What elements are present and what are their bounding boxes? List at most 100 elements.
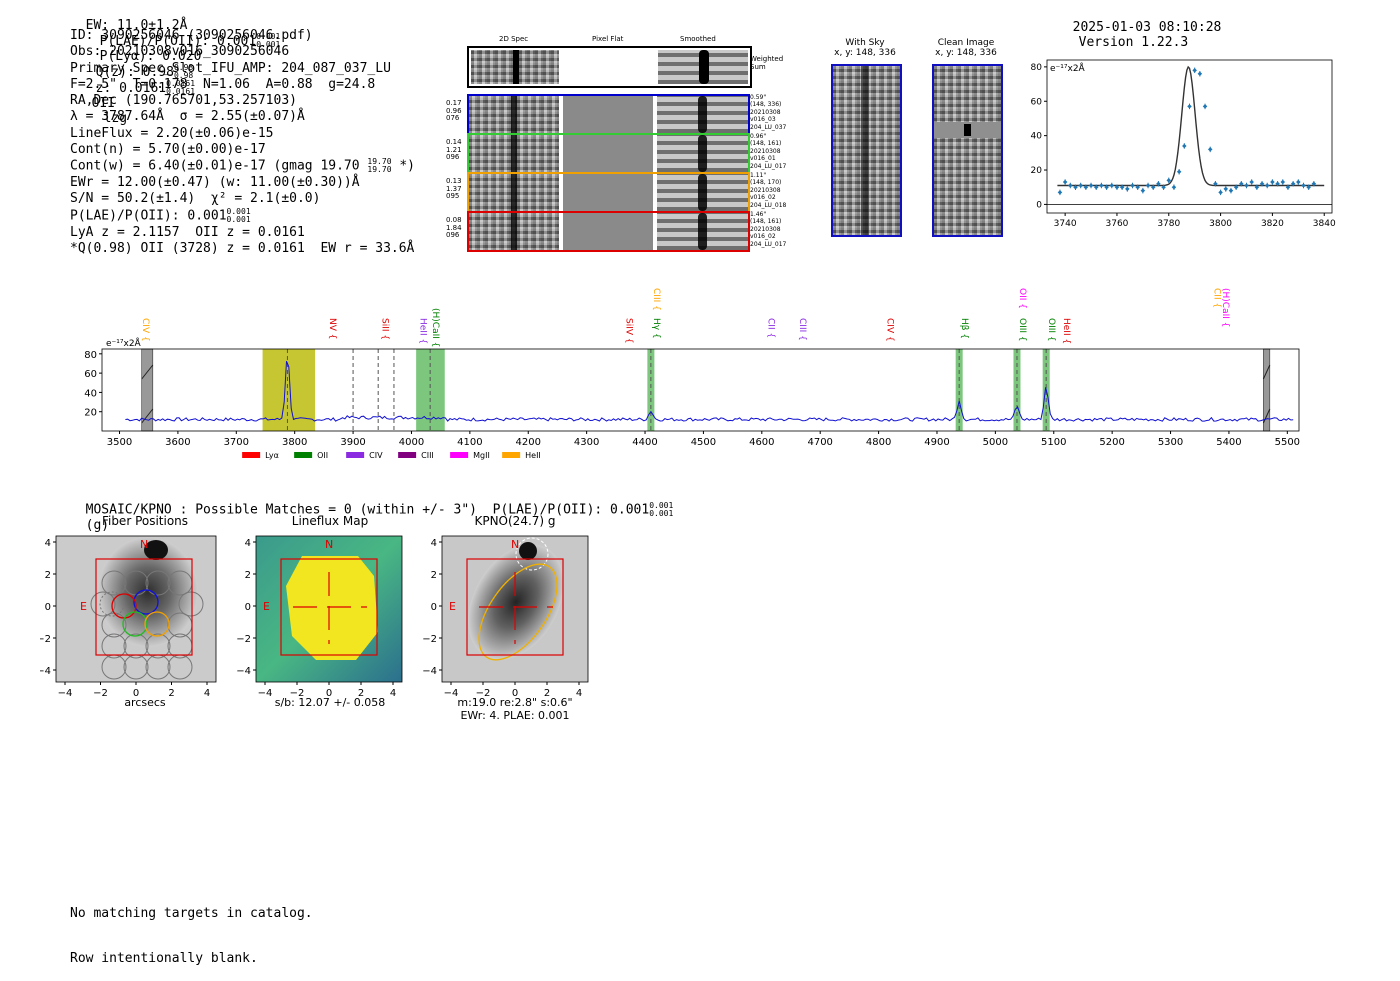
header-timestamp-block: 2025-01-03 08:10:28 Version 1.22.3 [1057,5,1222,50]
spec2d-row-right-meta: 0.96" (148, 161) 20210308 v016_01 204_LU_017 [750,133,800,170]
fit-data-point [1290,181,1296,187]
fiber-box [95,558,193,656]
info-obs: Obs: 20210308v016_3090256046 [70,44,290,60]
spec2d-rows: 0.17 0.96 076 0.59" (148, 336) 20210308 v016_0… [440,94,800,254]
panel-ytick-label: 4 [431,538,437,549]
with-sky-title: With Sky [845,38,885,48]
header-z-stack: 0.0161 0.0161 [166,80,195,96]
kpno-xlabel2: EWr: 4. PLAE: 0.001 [460,709,570,722]
header-plya: P(Lyα): 0.020 [99,49,202,64]
spec2d-row [467,133,750,174]
fit-ytick-label: 40 [1031,132,1043,142]
fit-data-point [1176,169,1182,175]
row-right-value: (148, 336) [750,101,782,109]
info-contn: Cont(n) = 5.70(±0.00)e-17 [70,142,266,158]
row-left-value: 096 [446,231,460,240]
full-xtick-label: 4800 [866,437,891,448]
kpno-xlabel-block: m:19.0 re:2.8" s:0.6" EWr: 4. PLAE: 0.00… [440,696,590,722]
row-smooth-trace [698,174,707,211]
with-sky-image [831,64,902,237]
catalog-header: MOSAIC/KPNO : Possible Matches = 0 (with… [70,487,674,534]
full-line-label: CIII { [651,288,661,311]
row-right-value: v016_01 [750,155,776,163]
full-line-label: (H)CaII { [1220,288,1230,328]
spec2d-title-smooth: Smoothed [680,35,716,43]
row-smooth-trace [698,96,707,133]
row-2d-trace [511,174,517,211]
catalog-sub: 0.001 [649,509,674,518]
full-ytick-label: 80 [84,350,97,361]
full-ytick-label: 40 [84,388,97,399]
fit-data-point [1140,188,1146,193]
lineflux-n: N [325,538,333,551]
row-left-value: 1.21 [446,145,462,154]
info-params: F=2.5" T=0.178 N=1.06 A=0.88 g=24.8 [70,76,376,92]
row-right-value: 20210308 [750,225,781,233]
row-right-value: 204_LU_018 [750,201,787,209]
kpno-n: N [511,538,519,551]
full-legend-swatch [502,452,521,458]
row-right-value: v016_03 [750,116,776,124]
fiber-blue [133,589,159,615]
full-line-label: SiII { [379,318,389,340]
full-line-label: OII { [1017,288,1027,309]
panel-ytick-label: 2 [245,570,251,581]
fit-data-point [1207,147,1213,152]
info-plae-sub: 0.001 [226,214,251,224]
spec2d-weighted-sum [467,46,752,88]
lineflux-e: E [263,600,270,613]
row-flat-image [563,213,653,250]
row-left-value: 0.08 [446,216,462,224]
catalog-band: (g) [85,518,110,533]
panel-xtick-label: 0 [326,688,332,699]
panel-xtick-label: 4 [390,688,396,699]
row-right-value: 204_LU_017 [750,240,787,248]
full-legend-label: OII [317,451,328,460]
fit-ytick-label: 80 [1031,63,1043,73]
fit-bg [1047,60,1332,213]
info-lya: LyA z = 2.1157 OII z = 0.0161 [70,224,305,240]
panel-ytick-label: 2 [431,570,437,581]
row-left-value: 095 [446,192,460,201]
kpno-panel: N E [442,536,588,682]
full-xtick-label: 4000 [399,437,424,448]
header-qz: Q(z): 0.98 [95,64,174,80]
fit-data-point [1285,184,1291,190]
fiber-title: Fiber Positions [101,514,189,528]
fit-ytick-label: 20 [1031,166,1043,176]
spec2d-row-left-meta: 0.17 0.96 076 [446,99,468,123]
info-lambda: λ = 3787.64Å σ = 2.55(±0.07)Å [70,109,305,125]
full-legend-label: CIV [369,451,383,460]
full-legend-label: CIII [421,451,434,460]
weighted-sum-label: Weighted Sum [750,55,784,71]
fit-data-point [1119,184,1125,190]
with-sky-coords: x, y: 148, 336 [834,48,896,58]
fit-data-point [1130,183,1135,188]
panel-xtick-label: −2 [476,688,491,699]
panel-ytick-label: −4 [422,666,437,677]
fiber-star [144,540,168,560]
full-line-label: CIV { [884,318,894,342]
info-ewr: EWr = 12.00(±0.47) (w: 11.00(±0.30))Å [70,175,360,191]
fit-data-point [1311,181,1317,187]
row-2d-trace [511,135,517,172]
fit-ytick-label: 60 [1031,97,1043,107]
fiber-circle [178,591,204,617]
fit-data-point [1150,184,1156,190]
row-right-value: (148, 170) [750,179,782,187]
header-plae-sub: 0.001 [256,40,281,49]
info-sn: S/N = 50.2(±1.4) χ² = 2.1(±0.0) [70,191,321,207]
full-xtick-label: 4700 [807,437,832,448]
weighted-emission-trace [513,50,519,84]
panel-xtick-label: −4 [444,688,459,699]
clean-title: Clean Image [937,38,995,48]
full-xtick-label: 5000 [983,437,1008,448]
fit-data-point [1073,184,1078,190]
row-smooth-trace [698,135,707,172]
panel-xtick-label: 4 [204,688,210,699]
full-ylabel: e⁻¹⁷x2Å [106,337,142,349]
full-xtick-label: 3800 [282,437,307,448]
full-line-label: (H)CaII { [430,308,440,348]
full-xtick-label: 5100 [1041,437,1066,448]
full-legend-swatch [398,452,417,458]
